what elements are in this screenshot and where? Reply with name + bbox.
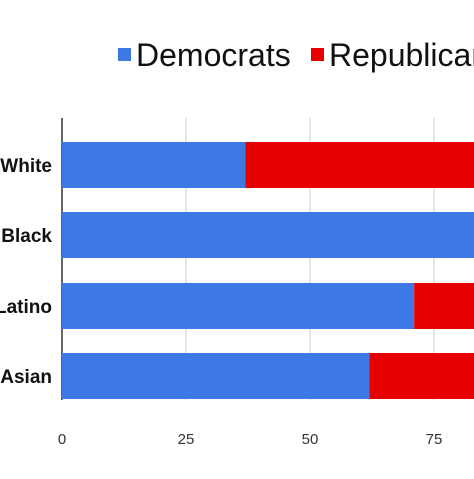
legend-swatch-republicans [311, 48, 324, 61]
x-tick-label-25: 25 [178, 431, 195, 448]
bar-democrats-asian [62, 353, 370, 399]
category-label-black: Black [1, 226, 52, 247]
category-label-latino: Latino [0, 297, 52, 318]
bar-democrats-black [62, 212, 474, 258]
x-tick-label-50: 50 [302, 431, 319, 448]
bar-democrats-white [62, 142, 246, 188]
category-label-white: White [0, 156, 52, 177]
x-tick-label-0: 0 [58, 431, 66, 448]
legend-label-democrats: Democrats [136, 37, 291, 73]
bar-republicans-white [245, 142, 474, 188]
bar-democrats-latino [62, 283, 415, 329]
category-label-asian: Asian [0, 367, 52, 388]
bar-republicans-asian [369, 353, 474, 399]
x-tick-label-75: 75 [426, 431, 443, 448]
bar-republicans-latino [414, 283, 474, 329]
legend-swatch-democrats [118, 48, 131, 61]
legend-label-republicans: Republicans [329, 37, 474, 73]
